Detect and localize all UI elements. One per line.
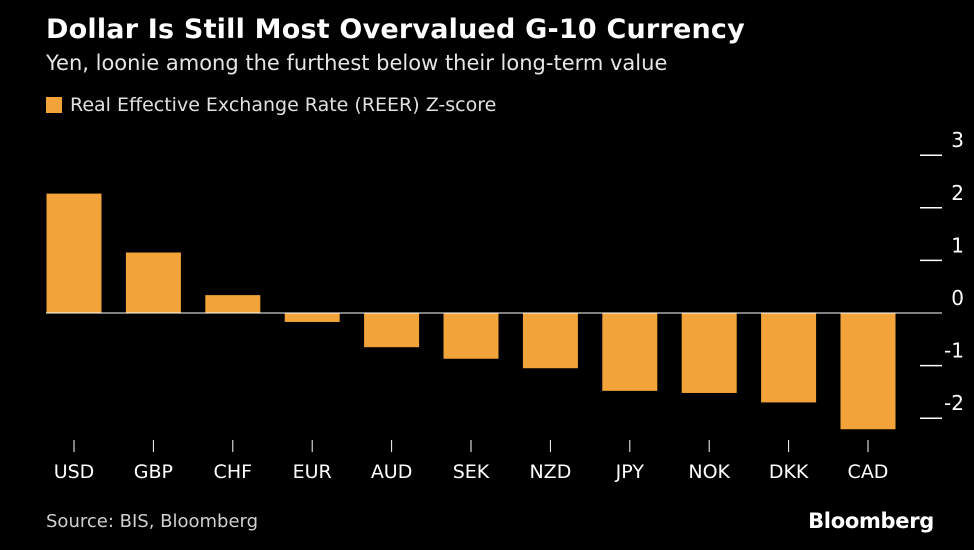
bar-nzd	[522, 313, 578, 369]
x-tick-label: SEK	[453, 461, 490, 483]
bloomberg-logo: Bloomberg	[808, 509, 934, 533]
x-tick-label: NOK	[688, 461, 730, 483]
y-tick-label: 3	[951, 128, 964, 152]
legend: Real Effective Exchange Rate (REER) Z-sc…	[46, 94, 496, 116]
chart-title: Dollar Is Still Most Overvalued G-10 Cur…	[46, 14, 745, 45]
x-tick-label: NZD	[529, 461, 571, 483]
bar-jpy	[602, 313, 658, 391]
x-tick-label: EUR	[293, 461, 332, 483]
x-tick-label: JPY	[615, 461, 645, 483]
y-tick-label: 1	[951, 233, 964, 257]
x-tick-label: GBP	[134, 461, 173, 483]
bar-dkk	[761, 313, 817, 403]
bar-chf	[205, 295, 261, 313]
bar-aud	[364, 313, 420, 348]
y-tick-label: -1	[944, 339, 964, 363]
x-tick-label: USD	[54, 461, 95, 483]
bar-sek	[443, 313, 499, 359]
x-tick-label: CAD	[848, 461, 889, 483]
bar-nok	[681, 313, 737, 393]
chart-subtitle: Yen, loonie among the furthest below the…	[46, 51, 668, 75]
y-tick-label: -2	[944, 391, 964, 415]
bar-cad	[840, 313, 896, 430]
x-tick-label: CHF	[214, 461, 252, 483]
x-tick-label: DKK	[769, 461, 809, 483]
x-tick-label: AUD	[371, 461, 413, 483]
source-note: Source: BIS, Bloomberg	[46, 511, 259, 532]
bar-eur	[284, 313, 340, 322]
y-tick-label: 0	[951, 286, 964, 310]
bar-usd	[46, 193, 102, 313]
legend-label: Real Effective Exchange Rate (REER) Z-sc…	[70, 94, 497, 116]
y-tick-label: 2	[951, 181, 964, 205]
legend-swatch	[46, 97, 62, 113]
bar-gbp	[125, 252, 181, 313]
